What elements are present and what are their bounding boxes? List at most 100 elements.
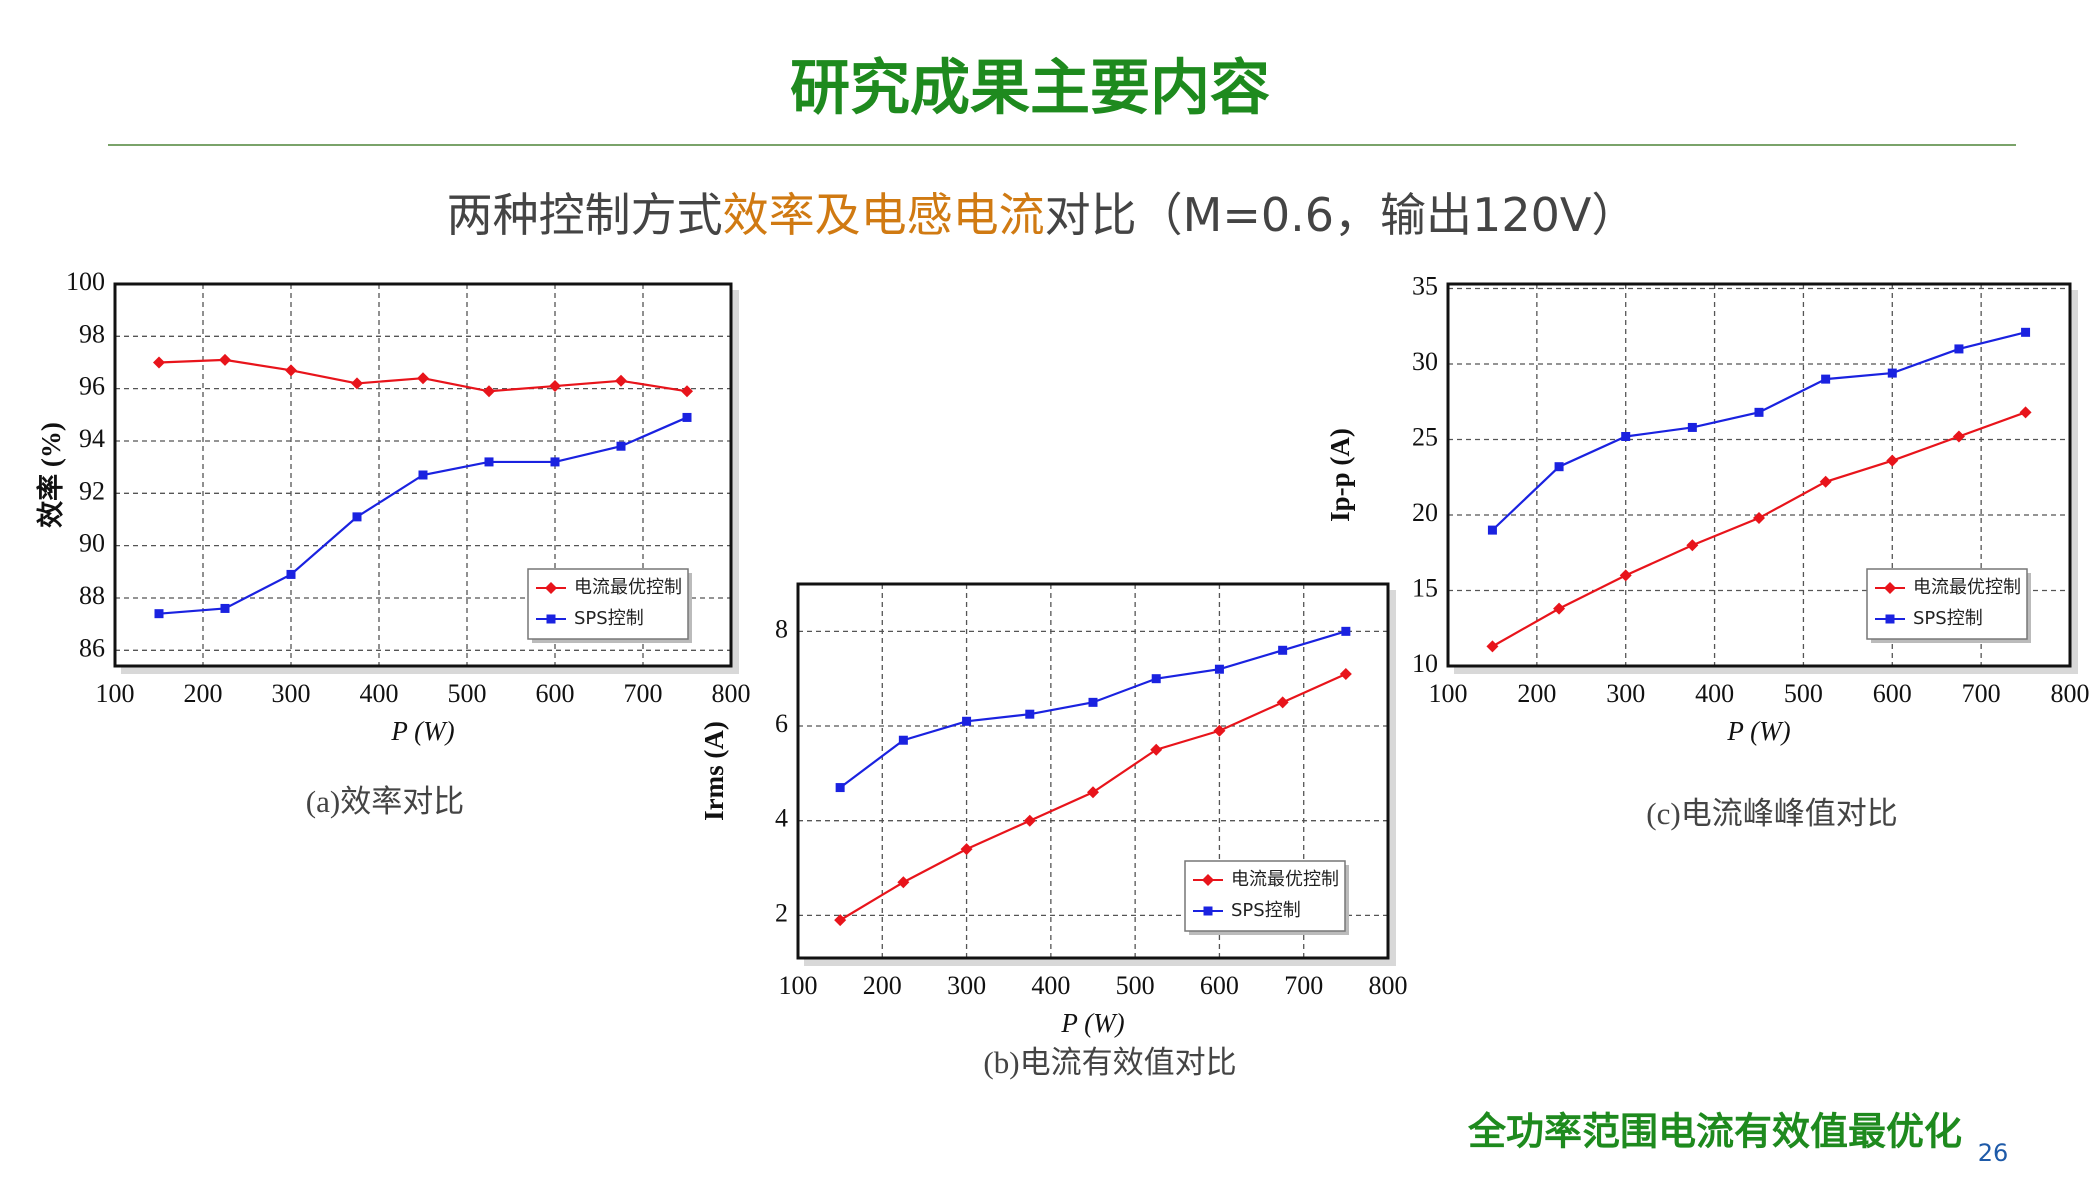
- point: [1087, 786, 1099, 799]
- y-tick-label: 30: [1412, 347, 1438, 376]
- point: [1214, 664, 1224, 674]
- point: [1276, 696, 1289, 709]
- y-tick-label: 20: [1412, 498, 1438, 527]
- y-tick-label: 15: [1412, 573, 1438, 602]
- x-tick-label: 200: [1517, 679, 1556, 708]
- y-tick-label: 10: [1412, 649, 1438, 678]
- y-tick-label: 2: [775, 898, 788, 927]
- x-axis-label: P (W): [390, 716, 454, 746]
- y-tick-label: 100: [66, 267, 105, 296]
- x-tick-label: 200: [184, 679, 223, 708]
- y-tick-label: 90: [79, 529, 105, 558]
- point: [616, 441, 626, 451]
- legend-marker: [545, 582, 557, 594]
- point: [1952, 430, 1965, 443]
- plot-shadow: [2070, 290, 2078, 672]
- x-tick-label: 400: [1031, 971, 1070, 1000]
- x-tick-label: 300: [1606, 679, 1645, 708]
- point: [1088, 697, 1098, 707]
- point: [897, 876, 910, 889]
- x-tick-label: 700: [1962, 679, 2001, 708]
- legend-marker: [546, 614, 556, 624]
- point: [1621, 431, 1631, 441]
- x-tick-label: 100: [779, 971, 818, 1000]
- point: [898, 735, 908, 745]
- point: [1886, 454, 1899, 467]
- point: [1023, 814, 1036, 827]
- point: [1150, 743, 1163, 756]
- y-tick-label: 96: [79, 372, 105, 401]
- x-tick-label: 300: [272, 679, 311, 708]
- point: [962, 716, 972, 726]
- x-tick-label: 700: [1284, 971, 1323, 1000]
- y-axis-label: Ip-p (A): [1325, 428, 1355, 522]
- footer: 全功率范围电流有效值最优化: [1467, 1110, 1962, 1154]
- y-axis-label: Irms (A): [699, 721, 729, 821]
- legend-label: SPS控制: [1231, 900, 1301, 921]
- y-tick-label: 86: [79, 633, 105, 662]
- point: [417, 372, 429, 385]
- point: [682, 412, 692, 422]
- plot-shadow: [1388, 590, 1396, 964]
- point: [154, 609, 164, 619]
- x-tick-label: 300: [947, 971, 986, 1000]
- point: [351, 377, 363, 390]
- x-tick-label: 100: [96, 679, 135, 708]
- legend-marker: [1203, 906, 1213, 916]
- point: [549, 380, 561, 393]
- point: [1754, 407, 1764, 417]
- point: [834, 914, 847, 927]
- plot-shadow: [1454, 666, 2078, 674]
- x-tick-label: 500: [1784, 679, 1823, 708]
- x-tick-label: 500: [1116, 971, 1155, 1000]
- x-tick-label: 600: [536, 679, 575, 708]
- y-tick-label: 8: [775, 614, 788, 643]
- legend-box: [1866, 568, 2028, 640]
- point: [1954, 344, 1964, 354]
- plot-shadow: [121, 666, 739, 674]
- legend-label: 电流最优控制: [1231, 869, 1339, 890]
- y-tick-label: 4: [775, 804, 788, 833]
- chart: 100 200 300 400 500 600 700 800 2 4 6 8 P (W) Irms (A…: [699, 582, 1408, 1080]
- y-tick-label: 92: [79, 476, 105, 505]
- point: [2021, 327, 2031, 337]
- subtitle-part: 两种控制方式: [447, 188, 723, 242]
- plot-shadow: [804, 958, 1396, 966]
- y-tick-label: 88: [79, 581, 105, 610]
- point: [1819, 475, 1832, 488]
- x-axis-label: P (W): [1726, 716, 1790, 746]
- legend-label: 电流最优控制: [1913, 577, 2021, 598]
- point: [352, 512, 362, 522]
- point: [1821, 374, 1831, 384]
- point: [1753, 512, 1765, 525]
- caption: (b)电流有效值对比: [983, 1045, 1236, 1080]
- legend-label: SPS控制: [1913, 608, 1983, 629]
- x-tick-label: 800: [2051, 679, 2090, 708]
- x-tick-label: 700: [624, 679, 663, 708]
- x-tick-label: 500: [448, 679, 487, 708]
- point: [1151, 674, 1161, 684]
- point: [2019, 406, 2032, 419]
- point: [220, 603, 230, 613]
- plot-frame: [796, 582, 1390, 960]
- point: [219, 353, 231, 366]
- point: [550, 457, 560, 467]
- y-tick-label: 35: [1412, 271, 1438, 300]
- x-axis-label: P (W): [1060, 1008, 1124, 1038]
- point: [681, 385, 693, 398]
- plot-frame: [113, 282, 733, 668]
- x-tick-label: 100: [1429, 679, 1468, 708]
- point: [960, 843, 973, 856]
- legend-box: [527, 568, 689, 640]
- x-tick-label: 400: [360, 679, 399, 708]
- point: [1339, 667, 1352, 680]
- plot-shadow: [731, 290, 739, 672]
- point: [285, 364, 297, 377]
- legend-marker: [1202, 874, 1214, 886]
- point: [1687, 422, 1697, 432]
- legend-marker: [1885, 614, 1895, 624]
- x-tick-label: 600: [1873, 679, 1912, 708]
- point: [1486, 640, 1499, 653]
- legend-box: [1184, 860, 1346, 932]
